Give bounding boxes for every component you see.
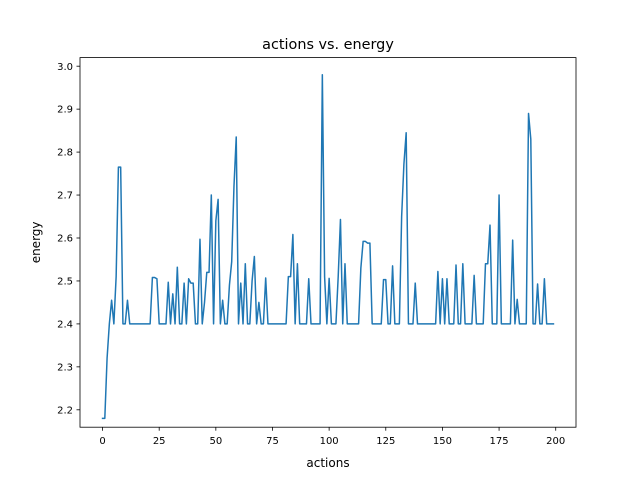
x-tick-label: 25 bbox=[153, 436, 166, 447]
y-tick-label: 2.5 bbox=[57, 277, 73, 288]
axes-frame bbox=[79, 57, 577, 428]
x-tick-label: 175 bbox=[490, 436, 509, 447]
x-tick-label: 75 bbox=[266, 436, 279, 447]
x-tick-label: 0 bbox=[99, 436, 105, 447]
y-tick-label: 2.3 bbox=[57, 362, 73, 373]
y-tick-label: 2.9 bbox=[57, 105, 73, 116]
y-tick-label: 2.2 bbox=[57, 405, 73, 416]
y-tick-label: 2.8 bbox=[57, 148, 73, 159]
y-tick-label: 2.4 bbox=[57, 320, 73, 331]
x-tick-label: 125 bbox=[376, 436, 395, 447]
x-tick-label: 200 bbox=[546, 436, 565, 447]
x-tick-label: 150 bbox=[433, 436, 452, 447]
x-axis-ticks: 0 25 50 75 100 125 150 175 200 bbox=[99, 427, 565, 447]
x-tick-label: 100 bbox=[320, 436, 339, 447]
x-axis-label: actions bbox=[306, 456, 349, 470]
y-axis-ticks: 2.2 2.3 2.4 2.5 2.6 2.7 2.8 2.9 3.0 bbox=[57, 62, 80, 416]
x-tick-label: 50 bbox=[209, 436, 222, 447]
series-line-0 bbox=[101, 74, 555, 420]
y-tick-label: 3.0 bbox=[57, 62, 73, 73]
plot-area bbox=[101, 74, 555, 420]
chart-title: actions vs. energy bbox=[262, 37, 394, 53]
y-axis-label: energy bbox=[29, 221, 43, 263]
y-tick-label: 2.6 bbox=[57, 234, 73, 245]
y-tick-label: 2.7 bbox=[57, 191, 73, 202]
